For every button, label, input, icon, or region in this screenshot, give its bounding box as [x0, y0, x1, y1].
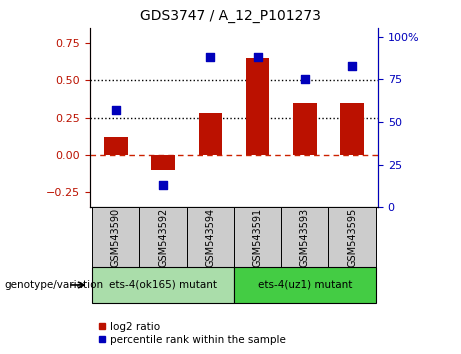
Bar — [234, 207, 281, 267]
Legend: log2 ratio, percentile rank within the sample: log2 ratio, percentile rank within the s… — [95, 317, 290, 349]
Text: GSM543591: GSM543591 — [253, 207, 263, 267]
Bar — [92, 207, 140, 267]
Bar — [246, 58, 269, 155]
Point — [254, 55, 261, 60]
Text: GSM543595: GSM543595 — [347, 207, 357, 267]
Text: GSM543592: GSM543592 — [158, 207, 168, 267]
Text: GSM543590: GSM543590 — [111, 207, 121, 267]
Bar — [340, 103, 364, 155]
Bar — [92, 267, 234, 303]
Bar — [328, 207, 376, 267]
Bar — [281, 207, 328, 267]
Bar — [293, 103, 317, 155]
Point — [349, 63, 356, 69]
Bar — [199, 113, 222, 155]
Bar — [140, 207, 187, 267]
Text: GDS3747 / A_12_P101273: GDS3747 / A_12_P101273 — [140, 9, 321, 23]
Text: ets-4(ok165) mutant: ets-4(ok165) mutant — [109, 280, 217, 290]
Bar — [104, 137, 128, 155]
Point — [160, 182, 167, 188]
Point — [112, 107, 119, 113]
Bar — [151, 155, 175, 170]
Bar — [187, 207, 234, 267]
Text: GSM543594: GSM543594 — [205, 207, 215, 267]
Point — [207, 55, 214, 60]
Bar — [234, 267, 376, 303]
Text: ets-4(uz1) mutant: ets-4(uz1) mutant — [258, 280, 352, 290]
Point — [301, 76, 308, 82]
Text: GSM543593: GSM543593 — [300, 207, 310, 267]
Text: genotype/variation: genotype/variation — [5, 280, 104, 290]
